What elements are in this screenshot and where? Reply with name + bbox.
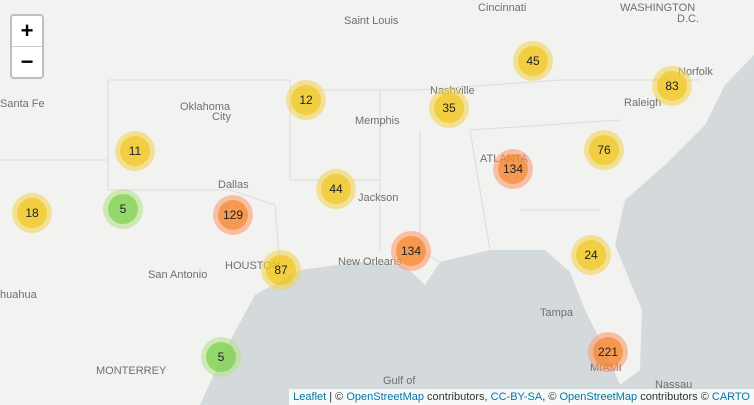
cluster-count: 35 (442, 101, 456, 115)
cluster-core (576, 240, 606, 270)
place-label: Cincinnati (478, 2, 526, 14)
cluster-count: 18 (25, 206, 39, 220)
attribution-text: contributors, (424, 391, 491, 403)
marker-cluster[interactable]: 35 (429, 88, 469, 128)
marker-cluster[interactable]: 45 (513, 41, 553, 81)
cluster-core (218, 200, 248, 230)
cluster-core (593, 337, 623, 367)
cluster-count: 5 (218, 350, 225, 364)
cluster-core (657, 71, 687, 101)
place-label: Oklahoma (180, 101, 231, 113)
attribution-text: | © (326, 391, 347, 403)
place-label: huahua (0, 289, 38, 301)
place-label: Nassau (655, 379, 692, 391)
place-label: Santa Fe (0, 98, 45, 110)
marker-cluster[interactable]: 44 (316, 169, 356, 209)
marker-cluster[interactable]: 87 (261, 250, 301, 290)
marker-cluster[interactable]: 12 (286, 80, 326, 120)
place-label: City (212, 111, 231, 123)
place-label: Dallas (218, 179, 249, 191)
place-label: MONTERREY (96, 365, 167, 377)
attribution-link[interactable]: Leaflet (293, 391, 327, 403)
marker-cluster[interactable]: 11 (115, 131, 155, 171)
cluster-count: 11 (129, 144, 142, 158)
place-label: Raleigh (624, 97, 661, 109)
cluster-count: 45 (526, 54, 540, 68)
marker-cluster[interactable]: 134 (391, 231, 431, 271)
marker-cluster[interactable]: 5 (201, 337, 241, 377)
marker-cluster[interactable]: 134 (493, 149, 533, 189)
place-label: Saint Louis (344, 15, 399, 27)
cluster-core (206, 342, 236, 372)
cluster-core (120, 136, 150, 166)
attribution-link[interactable]: OpenStreetMap (346, 391, 424, 403)
attribution-link[interactable]: OpenStreetMap (559, 391, 638, 403)
cluster-count: 87 (274, 263, 288, 277)
marker-cluster[interactable]: 18 (12, 193, 52, 233)
cluster-count: 129 (223, 208, 243, 222)
cluster-core (396, 236, 426, 266)
place-label: Tampa (540, 307, 574, 319)
cluster-count: 134 (401, 244, 421, 258)
cluster-core (589, 135, 619, 165)
marker-cluster[interactable]: 129 (213, 195, 253, 235)
cluster-core (518, 46, 548, 76)
place-label: San Antonio (148, 269, 207, 281)
cluster-count: 5 (120, 202, 127, 216)
place-label: Jackson (358, 192, 398, 204)
cluster-count: 12 (299, 93, 313, 107)
zoom-out[interactable]: − (12, 46, 42, 77)
marker-cluster[interactable]: 5 (103, 189, 143, 229)
attribution-link[interactable]: CC-BY-SA (490, 391, 543, 403)
attribution: Leaflet | © OpenStreetMap contributors, … (289, 389, 754, 405)
cluster-count: 134 (503, 162, 523, 176)
cluster-core (434, 93, 464, 123)
place-label: Memphis (355, 115, 400, 127)
marker-cluster[interactable]: 221 (588, 332, 628, 372)
cluster-count: 44 (329, 182, 343, 196)
zoom-control: + − (10, 14, 44, 79)
cluster-count: 83 (665, 79, 679, 93)
cluster-core (108, 194, 138, 224)
cluster-count: 76 (597, 143, 611, 157)
water (200, 55, 754, 405)
marker-cluster[interactable]: 24 (571, 235, 611, 275)
place-label: Gulf of (383, 375, 416, 387)
zoom-in[interactable]: + (20, 18, 34, 43)
cluster-count: 221 (598, 345, 618, 359)
attribution-text: contributors © (637, 391, 712, 403)
attribution-link[interactable]: CARTO (711, 391, 750, 403)
place-label: New Orleans (338, 256, 402, 268)
cluster-count: 24 (584, 248, 598, 262)
cluster-core (498, 154, 528, 184)
cluster-core (17, 198, 47, 228)
cluster-core (266, 255, 296, 285)
cluster-core (291, 85, 321, 115)
marker-cluster[interactable]: 76 (584, 130, 624, 170)
place-label: D.C. (677, 13, 699, 25)
place-label: WASHINGTON (620, 2, 695, 14)
attribution-text: , © (542, 391, 560, 403)
marker-cluster[interactable]: 83 (652, 66, 692, 106)
cluster-core (321, 174, 351, 204)
